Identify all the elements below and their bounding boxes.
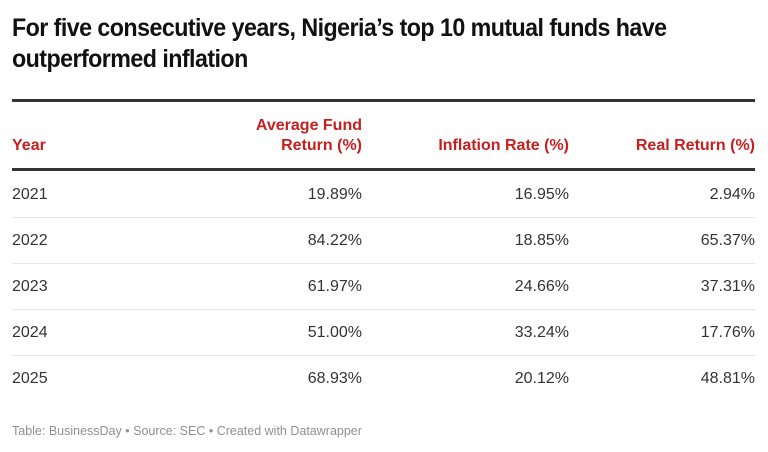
column-header-line: Return (%)	[281, 137, 362, 154]
cell-real-return: 48.81%	[700, 370, 755, 387]
cell-average-fund-return: 61.97%	[307, 278, 362, 295]
cell-year: 2021	[12, 186, 48, 203]
source-credit: Source: SEC	[133, 424, 206, 438]
table-top-rule	[12, 99, 755, 102]
column-header-inflation-rate[interactable]: Inflation Rate (%)	[438, 137, 569, 154]
cell-inflation-rate: 20.12%	[514, 370, 569, 387]
bullet-separator: •	[121, 424, 134, 438]
cell-average-fund-return: 68.93%	[307, 370, 362, 387]
column-header-real-return[interactable]: Real Return (%)	[635, 137, 755, 154]
cell-inflation-rate: 18.85%	[514, 232, 569, 249]
datawrapper-link[interactable]: Created with Datawrapper	[216, 424, 362, 438]
page-title: For five consecutive years, Nigeria’s to…	[12, 14, 667, 73]
column-header-average-fund-return[interactable]: Average Fund Return (%)	[212, 116, 362, 156]
cell-inflation-rate: 16.95%	[514, 186, 569, 203]
cell-inflation-rate: 33.24%	[514, 324, 569, 341]
cell-average-fund-return: 84.22%	[307, 232, 362, 249]
table-header: Year Average Fund Return (%) Inflation R…	[12, 102, 755, 168]
table-row: 2023 61.97% 24.66% 37.31%	[12, 264, 755, 310]
column-header-year[interactable]: Year	[12, 137, 46, 154]
cell-real-return: 17.76%	[700, 324, 755, 341]
table-row: 2024 51.00% 33.24% 17.76%	[12, 310, 755, 356]
table-row: 2022 84.22% 18.85% 65.37%	[12, 218, 755, 264]
column-header-line: Average Fund	[255, 117, 362, 134]
footer-credits: Table: BusinessDay • Source: SEC • Creat…	[12, 424, 362, 438]
cell-year: 2023	[12, 278, 48, 295]
cell-inflation-rate: 24.66%	[514, 278, 569, 295]
cell-average-fund-return: 19.89%	[307, 186, 362, 203]
cell-real-return: 37.31%	[700, 278, 755, 295]
header-bottom-rule	[12, 168, 755, 171]
returns-table: Year Average Fund Return (%) Inflation R…	[12, 99, 755, 401]
bullet-separator: •	[205, 424, 217, 438]
cell-year: 2022	[12, 232, 48, 249]
table-credit: Table: BusinessDay	[12, 424, 122, 438]
cell-average-fund-return: 51.00%	[307, 324, 362, 341]
cell-year: 2025	[12, 370, 48, 387]
cell-real-return: 65.37%	[700, 232, 755, 249]
table-row: 2021 19.89% 16.95% 2.94%	[12, 172, 755, 218]
cell-real-return: 2.94%	[709, 186, 755, 203]
cell-year: 2024	[12, 324, 48, 341]
table-row: 2025 68.93% 20.12% 48.81%	[12, 356, 755, 401]
